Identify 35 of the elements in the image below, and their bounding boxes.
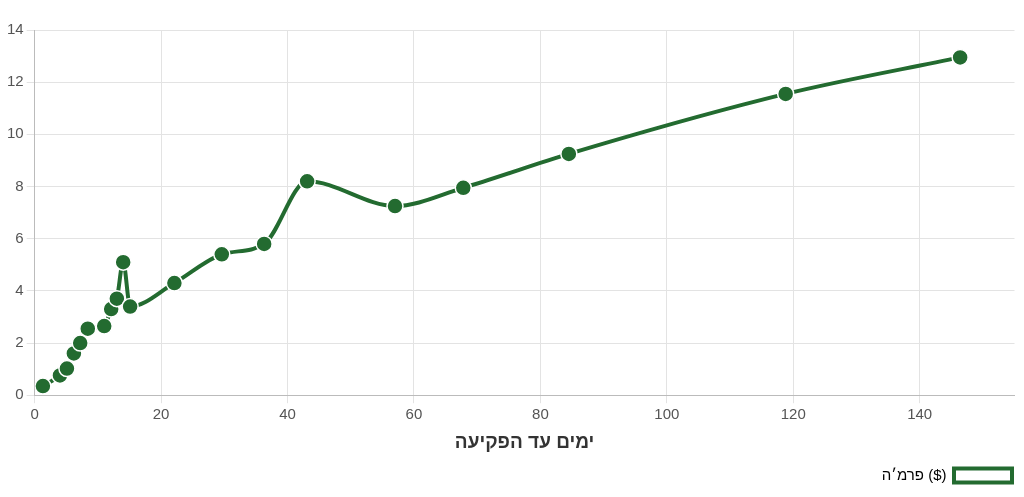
point (114, 253, 132, 271)
x-tick-label: 100 (654, 405, 680, 423)
y-tick-label: 4 (15, 281, 24, 298)
y-tick-label: 10 (7, 124, 24, 142)
y-tick-label: 2 (15, 333, 24, 351)
point (298, 172, 316, 191)
point (121, 297, 139, 316)
point (165, 274, 184, 292)
x-tick-label: 0 (30, 405, 39, 423)
point (454, 179, 473, 197)
x-tick-label: 20 (152, 405, 170, 423)
point (213, 245, 231, 264)
point (560, 145, 578, 163)
x-tick-label: 60 (405, 405, 423, 423)
point (79, 319, 97, 338)
x-tick-label: 40 (279, 405, 296, 423)
point (95, 317, 113, 335)
y-tick-label: 6 (15, 228, 24, 246)
x-tick-label: 80 (532, 405, 549, 423)
point (71, 334, 89, 352)
legend-label: פרמ׳ה ($) (881, 465, 947, 483)
y-tick-label: 0 (15, 385, 24, 403)
y-tick-label: 8 (15, 176, 24, 194)
x-tick-label: 120 (780, 405, 806, 423)
y-tick-label: 14 (7, 20, 24, 38)
x-axis-title: ימים עד הפקיעה (454, 430, 595, 452)
y-tick-label: 12 (7, 72, 24, 90)
point (776, 85, 795, 103)
point (58, 359, 76, 378)
x-tick-label: 140 (907, 405, 933, 423)
point (108, 289, 126, 308)
point (255, 235, 273, 253)
point (951, 48, 969, 67)
point (34, 377, 52, 395)
point (386, 197, 404, 215)
